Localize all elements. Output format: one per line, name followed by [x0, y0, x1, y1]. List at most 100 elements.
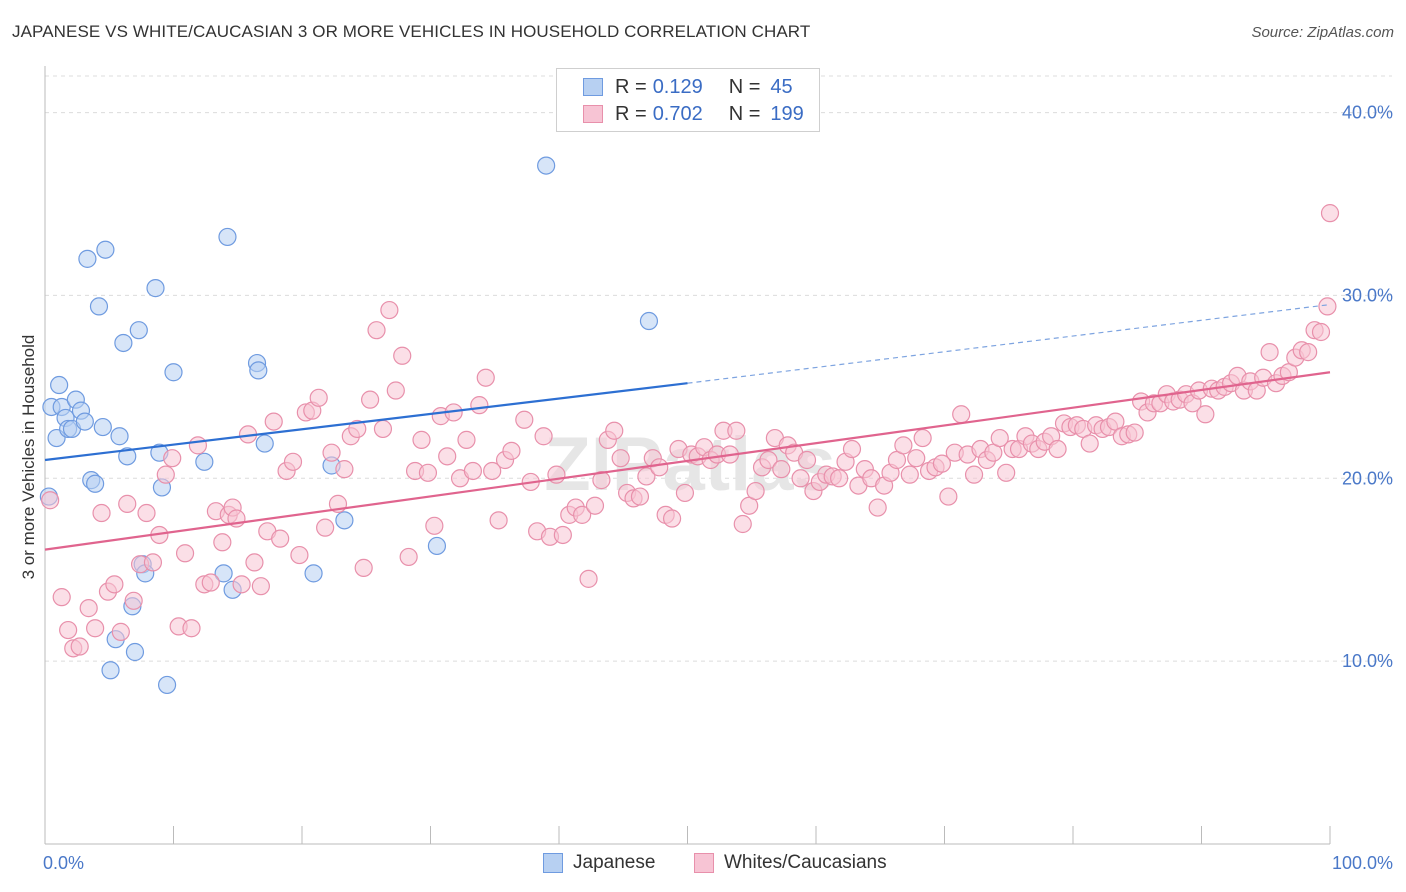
point-whites: [463, 461, 483, 481]
point-whites: [964, 465, 984, 484]
point-japanese: [86, 474, 105, 493]
legend-r-value: 0.702: [652, 102, 703, 125]
point-whites: [637, 467, 656, 486]
point-whites: [990, 428, 1009, 448]
legend-label-whites: Whites/Caucasians: [724, 852, 887, 873]
legend-swatch-whites: [694, 853, 714, 873]
point-japanese: [335, 511, 354, 530]
legend-n-value: 199: [770, 102, 804, 125]
legend-series: Japanese Whites/Caucasians: [0, 852, 1406, 878]
point-whites: [1080, 434, 1099, 453]
point-whites: [611, 449, 630, 468]
point-whites: [894, 436, 913, 455]
point-whites: [900, 465, 919, 484]
point-whites: [534, 427, 553, 446]
point-whites: [605, 421, 624, 440]
point-whites: [1196, 405, 1215, 424]
point-whites: [727, 421, 746, 440]
point-japanese: [125, 642, 145, 662]
point-whites: [70, 637, 89, 656]
point-whites: [283, 452, 303, 471]
point-whites: [79, 599, 98, 618]
point-whites: [213, 533, 232, 552]
point-japanese: [50, 375, 69, 395]
point-whites: [457, 430, 476, 449]
point-whites: [232, 575, 251, 594]
legend-swatch-whites: [583, 105, 603, 123]
point-whites: [662, 509, 682, 528]
point-whites: [271, 529, 290, 548]
point-whites: [41, 491, 60, 510]
point-japanese: [164, 363, 183, 382]
point-japanese: [218, 227, 237, 247]
point-whites: [952, 405, 971, 424]
legend-item-whites[interactable]: Whites/Caucasians: [694, 852, 887, 874]
point-whites: [118, 494, 137, 513]
point-whites: [1299, 343, 1318, 362]
point-whites: [201, 573, 220, 592]
point-whites: [592, 471, 611, 490]
chart-title: JAPANESE VS WHITE/CAUCASIAN 3 OR MORE VE…: [12, 22, 811, 41]
x-tick-label: 0.0%: [43, 853, 84, 873]
point-whites: [939, 487, 958, 506]
legend-swatch-japanese: [543, 853, 563, 873]
point-whites: [361, 390, 380, 409]
point-whites: [515, 410, 534, 429]
point-whites: [1320, 204, 1340, 223]
point-whites: [322, 443, 341, 462]
point-whites: [425, 516, 444, 535]
point-whites: [1311, 322, 1331, 342]
point-whites: [86, 619, 105, 638]
point-whites: [579, 569, 598, 588]
point-japanese: [427, 536, 447, 556]
point-whites: [245, 553, 264, 572]
legend-r-value: 0.129: [652, 75, 703, 98]
point-japanese: [114, 333, 133, 353]
point-whites: [188, 436, 208, 455]
point-whites: [399, 547, 418, 567]
point-whites: [175, 544, 195, 563]
point-whites: [791, 469, 810, 488]
point-whites: [367, 321, 386, 340]
point-whites: [264, 412, 283, 431]
legend-swatch-japanese: [583, 78, 603, 96]
y-tick-label: 10.0%: [1342, 651, 1393, 671]
point-whites: [830, 469, 849, 488]
point-whites: [907, 449, 926, 468]
point-whites: [630, 487, 650, 506]
source-label: Source: ZipAtlas.com: [1251, 24, 1394, 41]
point-whites: [746, 481, 765, 501]
point-whites: [502, 441, 521, 460]
point-whites: [932, 454, 952, 473]
point-whites: [1125, 423, 1144, 442]
point-whites: [380, 300, 399, 320]
point-whites: [489, 511, 508, 530]
point-whites: [553, 525, 572, 545]
tick-labels: 10.0% 20.0% 30.0% 40.0% 0.0% 100.0%: [43, 103, 1393, 873]
point-whites: [913, 428, 932, 448]
point-japanese: [118, 447, 137, 466]
legend-r-label: R =: [615, 102, 647, 125]
trend-line-japanese: [44, 382, 688, 462]
point-whites: [386, 381, 405, 400]
point-whites: [348, 419, 367, 439]
point-whites: [842, 439, 862, 459]
point-whites: [1260, 343, 1279, 362]
point-japanese: [75, 412, 94, 431]
point-whites: [675, 483, 695, 503]
point-japanese: [78, 249, 97, 268]
point-whites: [393, 346, 412, 365]
legend-r-label: R =: [615, 75, 647, 98]
y-tick-label: 20.0%: [1342, 468, 1393, 488]
point-whites: [759, 450, 778, 470]
point-whites: [309, 388, 328, 407]
point-whites: [156, 465, 175, 484]
legend-item-japanese[interactable]: Japanese: [543, 852, 655, 874]
legend-row-japanese: R = 0.129 N = 45: [583, 75, 793, 99]
point-whites: [418, 463, 438, 482]
point-whites: [470, 396, 489, 415]
point-whites: [290, 545, 309, 565]
point-japanese: [537, 156, 556, 175]
x-tick-label: 100.0%: [1332, 853, 1393, 873]
point-japanese: [146, 279, 165, 298]
